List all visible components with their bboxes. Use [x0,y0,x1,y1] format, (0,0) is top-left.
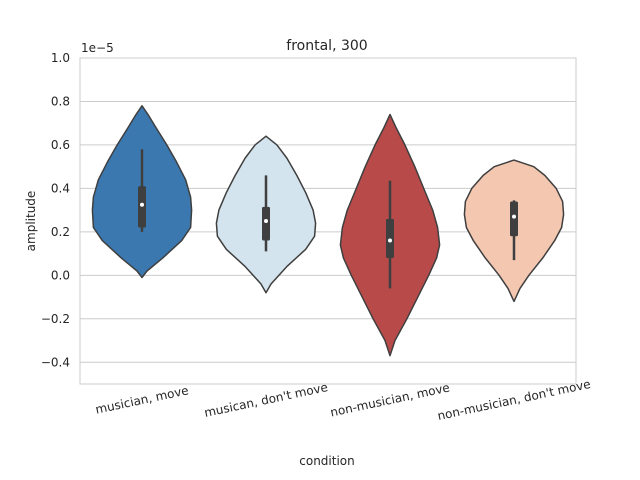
plot-frame [79,57,577,385]
y-tick-label: −0.2 [41,312,70,326]
chart-title: frontal, 300 [286,38,367,54]
violin-median [512,214,516,219]
violin-iqr-box [138,186,146,228]
violin-median [388,238,392,243]
violin-median [140,202,144,207]
x-tick-label: musican, don't move [203,380,329,420]
x-axis-label: condition [299,454,354,468]
y-tick-label: 0.8 [51,94,70,108]
violins [91,105,565,357]
violin-iqr-box [510,201,518,237]
y-axis-label: amplitude [24,191,38,252]
y-offset-label: 1e−5 [81,41,114,55]
violin-iqr-box [386,218,394,258]
y-tick-label: 0.6 [51,138,70,152]
y-tick-label: −0.4 [41,355,70,369]
y-tick-label: 0.2 [51,225,70,239]
y-tick-label: 0.0 [51,268,70,282]
violin-iqr-box [262,206,270,241]
violin-median [264,219,268,223]
y-tick-label: 0.4 [51,181,70,195]
x-tick-label: non-musician, move [329,380,451,419]
x-tick-label: musician, move [94,383,190,416]
y-tick-label: 1.0 [51,51,70,65]
y-tick-labels: −0.4 −0.2 0.0 0.2 0.4 0.6 0.8 1.0 [41,51,70,369]
